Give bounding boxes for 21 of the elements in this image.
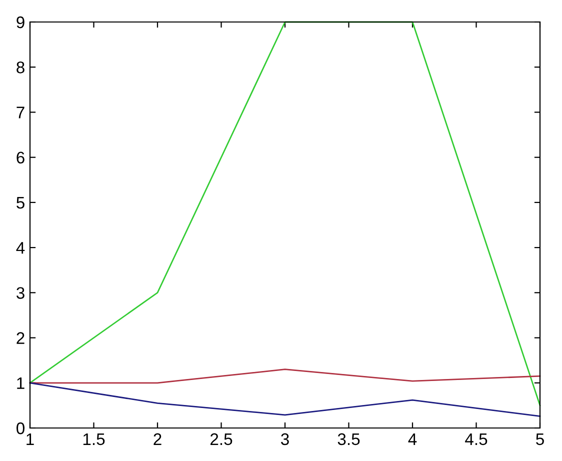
x-tick-label: 3.5 xyxy=(338,433,360,446)
x-tick-label: 3 xyxy=(281,433,289,446)
y-tick-label: 8 xyxy=(16,62,24,74)
y-tick-label: 4 xyxy=(16,242,25,254)
x-tick-label: 1 xyxy=(26,433,34,445)
y-tick-label: 3 xyxy=(16,287,24,299)
y-tick-label: 5 xyxy=(16,197,24,209)
x-tick-label: 2 xyxy=(154,433,162,445)
x-tick-label: 4.5 xyxy=(465,433,488,446)
x-tick-label: 1.5 xyxy=(83,433,105,446)
y-tick-label: 0 xyxy=(16,422,24,434)
x-tick-label: 2.5 xyxy=(210,433,232,446)
x-tick-label: 4 xyxy=(408,433,417,445)
y-tick-label: 9 xyxy=(16,16,24,28)
line-series xyxy=(29,368,541,384)
line-series xyxy=(29,382,541,417)
x-tick-label: 5 xyxy=(536,433,544,446)
y-tick-label: 1 xyxy=(17,377,24,389)
y-tick-label: 6 xyxy=(16,152,24,164)
y-tick-label: 7 xyxy=(16,106,24,118)
y-tick-label: 2 xyxy=(16,332,24,344)
